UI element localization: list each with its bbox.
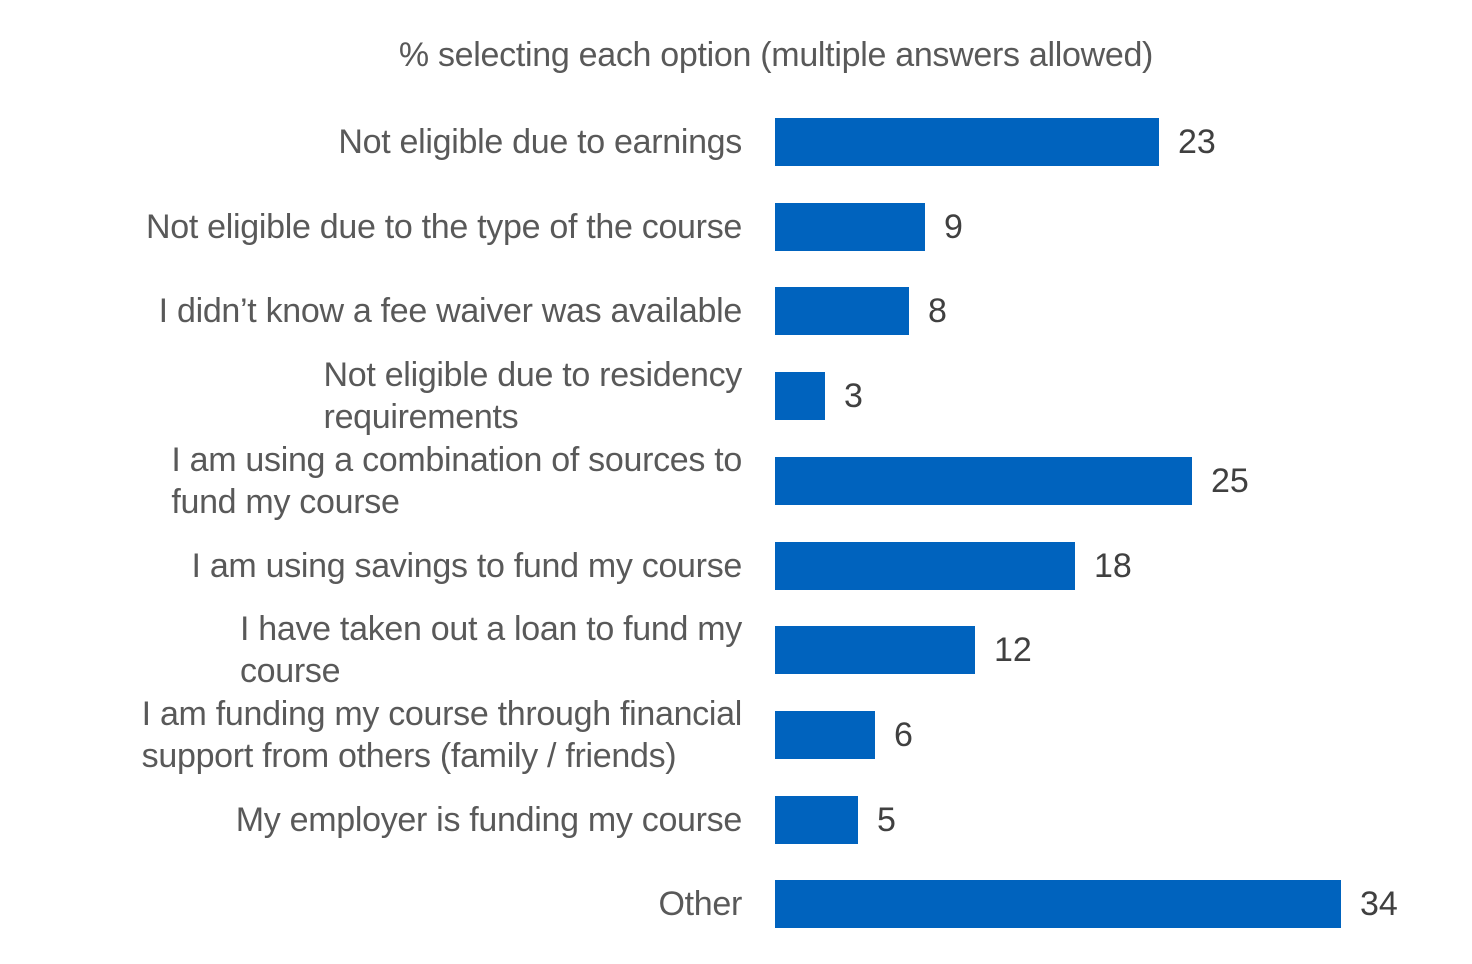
category-label-line: course [239,652,341,691]
category-label-line: Not eligible due to earnings [338,123,742,161]
category-label: I didn’t know a fee waiver was available [158,269,743,353]
bar-row: Other 34 [0,862,1472,946]
bar-row: I am using savings to fund my course 18 [0,524,1472,608]
value-label: 6 [894,715,913,754]
category-label: Not eligible due to the type of the cour… [146,185,742,269]
category-label: I am funding my course through financial… [141,693,743,777]
bar-row: I have taken out a loan to fund my course… [0,608,1472,692]
category-label-line: fund my course [171,482,400,521]
value-label: 5 [877,800,896,839]
bar [775,710,875,759]
value-label: 9 [944,207,963,246]
category-label-line: Not eligible due to residency [323,356,743,395]
value-label: 8 [928,292,947,331]
bar [775,880,1341,929]
bar [775,118,1159,166]
bar [775,372,825,421]
category-label-line: I am using a combination of sources to [171,440,742,479]
bar-row: Not eligible due to the type of the cour… [0,185,1472,269]
category-label-line: I didn’t know a fee waiver was available [158,292,743,331]
category-label-line: I am funding my course through financial [141,694,743,733]
bar [775,626,975,675]
value-label: 3 [844,377,863,416]
bar [775,795,858,844]
value-label: 23 [1178,123,1216,161]
value-label: 25 [1211,461,1249,500]
bar-row: Not eligible due to residency requirement… [0,354,1472,438]
value-label: 18 [1094,546,1132,585]
category-label-line: support from others (family / friends) [141,736,677,775]
value-label: 12 [994,631,1032,670]
category-label-line: I am using savings to fund my course [191,546,743,585]
category-label: Not eligible due to earnings [338,100,742,184]
category-label: I have taken out a loan to fund my course [240,608,742,692]
bar-row: My employer is funding my course 5 [0,778,1472,862]
chart-title: % selecting each option (multiple answer… [398,36,1154,74]
value-label: 34 [1360,885,1398,924]
bar [775,456,1192,505]
category-label-line: Other [658,885,742,924]
category-label-line: requirements [323,398,519,437]
category-label: Not eligible due to residency requirement… [323,354,743,438]
bar-row: I am funding my course through financial… [0,693,1472,777]
bar-row: I am using a combination of sources to fu… [0,439,1472,523]
bar [775,202,925,251]
category-label: I am using a combination of sources to fu… [171,439,742,523]
category-label: My employer is funding my course [235,778,743,862]
category-label-line: I have taken out a loan to fund my [239,610,742,649]
category-label-line: My employer is funding my course [235,800,743,839]
bar-row: Not eligible due to earnings 23 [0,100,1472,184]
category-label: I am using savings to fund my course [191,524,743,608]
bar-row: I didn’t know a fee waiver was available… [0,269,1472,353]
category-label-line: Not eligible due to the type of the cour… [145,207,742,246]
bar [775,287,909,336]
bar [775,541,1075,590]
category-label: Other [658,862,742,946]
